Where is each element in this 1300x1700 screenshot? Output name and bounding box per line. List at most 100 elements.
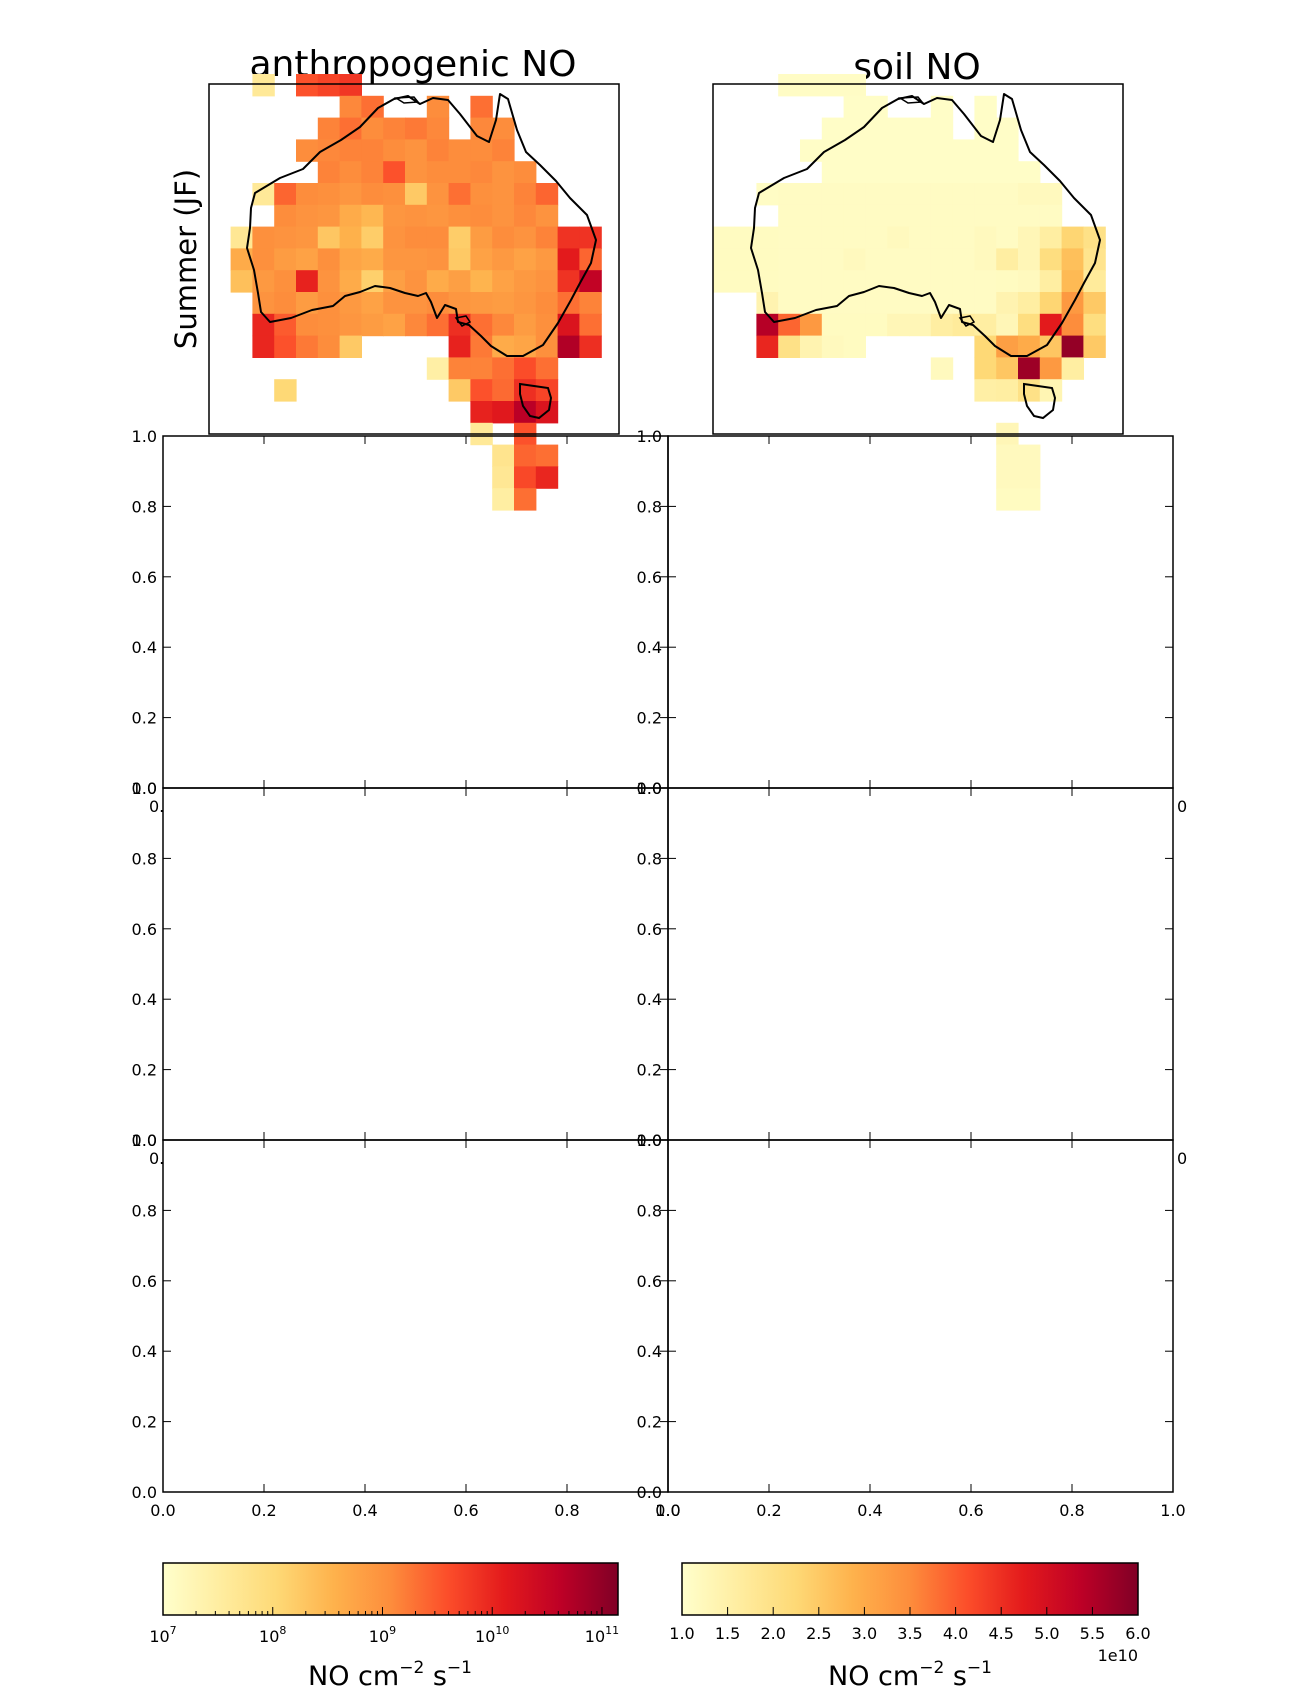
map-frame-soil <box>712 83 1124 435</box>
heatmap-cell <box>274 379 297 402</box>
heatmap-cell <box>274 248 297 271</box>
heatmap-cell <box>317 117 341 140</box>
heatmap-cell <box>996 270 1019 293</box>
heatmap-cell <box>405 161 428 184</box>
heatmap-cell <box>492 226 515 249</box>
heatmap-cell <box>756 270 779 293</box>
empty-axis-r3-c2: 0.00.20.40.60.81.00.0 0.2 0.4 0.6 0.8 1.0 <box>637 1131 1186 1520</box>
x-tick-label: 1.0 <box>655 1501 680 1520</box>
heatmap-cell <box>296 139 319 162</box>
heatmap-cell <box>909 161 932 184</box>
y-tick-label: 0.0 <box>132 779 157 798</box>
colorbar-tick-label: 2.5 <box>806 1624 831 1643</box>
x-tick-label: 0.0 <box>150 1501 175 1520</box>
heatmap-cell <box>843 139 866 162</box>
heatmap-cell <box>535 292 559 315</box>
y-tick-label: 0.0 <box>132 1483 157 1502</box>
heatmap-cell <box>230 248 253 271</box>
heatmap-cell <box>865 139 888 162</box>
heatmap-cell <box>317 270 341 293</box>
colorbar-tick-label: 3.5 <box>897 1624 922 1643</box>
heatmap-cell <box>470 204 493 228</box>
heatmap-cell <box>996 335 1019 358</box>
colorbar-tick-label: 2.0 <box>760 1624 785 1643</box>
heatmap-cell <box>514 313 537 337</box>
heatmap-cell <box>252 270 275 293</box>
y-tick-label: 0.2 <box>132 1413 157 1432</box>
heatmap-cell <box>274 335 297 358</box>
heatmap-cell <box>778 270 801 293</box>
heatmap-cell <box>426 357 450 380</box>
heatmap-cell <box>448 335 471 358</box>
heatmap-cell <box>952 270 975 293</box>
heatmap-cell <box>756 248 779 271</box>
panel-title-soil: soil NO <box>853 47 981 88</box>
heatmap-cell <box>492 117 515 140</box>
tick-exponent: 10 <box>495 1624 509 1637</box>
heatmap-cell <box>535 226 559 249</box>
y-tick-label: 0.8 <box>132 849 157 868</box>
heatmap-cell <box>514 161 537 184</box>
heatmap-cell <box>535 183 559 206</box>
heatmap-cell <box>930 204 954 228</box>
y-tick-label: 0.4 <box>637 638 662 657</box>
heatmap-cell <box>800 335 823 358</box>
heatmap-cell <box>426 313 450 337</box>
heatmap-cell <box>296 226 319 249</box>
axis-frame <box>667 787 1174 1141</box>
heatmap-cell <box>557 335 580 358</box>
heatmap-cell <box>579 313 602 337</box>
y-tick-label: 0.2 <box>637 1413 662 1432</box>
colorbar-offset-soil: 1e10 <box>1098 1646 1138 1665</box>
heatmap-cell <box>778 204 801 228</box>
y-tick-label: 0.4 <box>637 1342 662 1361</box>
heatmap-cell <box>514 270 537 293</box>
heatmap-cell <box>579 270 602 293</box>
heatmap-cell <box>514 226 537 249</box>
colorbar-tick-label: 1010 <box>475 1624 509 1646</box>
y-tick-label: 0.6 <box>132 1272 157 1291</box>
heatmap-cell <box>821 183 845 206</box>
heatmap-cell <box>492 444 515 467</box>
heatmap-cell <box>535 444 559 467</box>
heatmap-cell <box>821 248 845 271</box>
heatmap-cell <box>909 183 932 206</box>
heatmap-cell <box>361 183 384 206</box>
heatmap-cell <box>887 292 910 315</box>
heatmap-cell <box>514 204 537 228</box>
heatmap-cell <box>535 270 559 293</box>
heatmap-cell <box>1018 226 1041 249</box>
y-tick-label: 0.2 <box>637 709 662 728</box>
heatmap-cell <box>296 74 319 97</box>
heatmap-cell <box>405 204 428 228</box>
heatmap-cell <box>843 270 866 293</box>
heatmap-cell <box>952 248 975 271</box>
heatmap-cell <box>492 248 515 271</box>
heatmap-cell <box>426 270 450 293</box>
heatmap-cell <box>996 204 1019 228</box>
heatmap-cell <box>843 161 866 184</box>
heatmap-cell <box>930 117 954 140</box>
heatmap-cell <box>448 226 471 249</box>
heatmap-cell <box>405 117 428 140</box>
heatmap-cell <box>339 183 362 206</box>
heatmap-cell <box>996 248 1019 271</box>
heatmap-cell <box>339 161 362 184</box>
island-outline <box>897 96 924 104</box>
colorbar-label-sup1: −2 <box>399 1658 424 1678</box>
heatmap-cell <box>930 357 954 380</box>
heatmap-cell <box>712 226 736 249</box>
heatmap-cell <box>1083 335 1106 358</box>
heatmap-cell <box>514 183 537 206</box>
heatmap-cell <box>317 74 341 97</box>
heatmap-cell <box>756 335 779 358</box>
tasmania-coastline <box>519 382 553 420</box>
x-tick-label: 0.8 <box>1059 1501 1084 1520</box>
colorbar-label-mid: s <box>944 1661 967 1692</box>
x-tick-label: 0.4 <box>352 1501 377 1520</box>
heatmap-cell <box>514 401 537 424</box>
y-tick-label: 0.8 <box>637 849 662 868</box>
y-tick-label: 0.4 <box>132 990 157 1009</box>
heatmap-cell <box>887 204 910 228</box>
heatmap-cell <box>865 204 888 228</box>
